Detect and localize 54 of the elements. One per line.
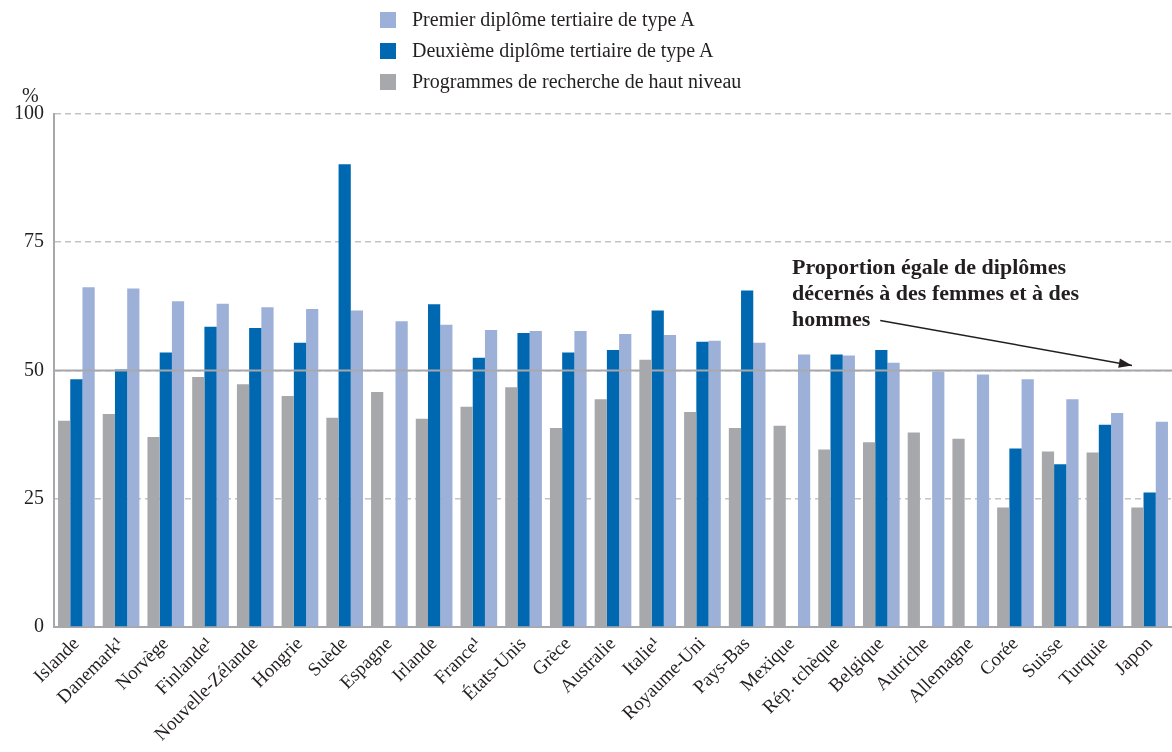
- y-tick-label: 50: [24, 357, 44, 380]
- bar: [1054, 464, 1067, 627]
- bar: [114, 369, 128, 627]
- bar: [204, 326, 217, 627]
- bar: [830, 354, 843, 627]
- bar: [484, 329, 498, 627]
- bar: [574, 330, 587, 627]
- bar: [887, 362, 900, 627]
- y-tick-label: 75: [24, 229, 44, 252]
- bar: [529, 330, 542, 627]
- bar: [70, 379, 83, 627]
- legend-label: Programmes de recherche de haut niveau: [412, 70, 742, 93]
- bar: [606, 349, 620, 627]
- bar: [842, 355, 855, 627]
- bar: [428, 304, 441, 627]
- bar: [741, 290, 754, 627]
- bar: [797, 354, 811, 627]
- bar: [1098, 424, 1112, 627]
- bar: [1066, 399, 1079, 627]
- bar: [293, 342, 307, 627]
- bar: [517, 333, 530, 627]
- bar: [562, 352, 575, 627]
- y-tick-label: 0: [34, 614, 44, 637]
- y-tick-label: 25: [24, 485, 44, 508]
- bar: [1021, 379, 1034, 627]
- bar: [875, 349, 888, 627]
- bar: [306, 308, 319, 627]
- bar: [708, 340, 721, 627]
- bar: [127, 288, 140, 627]
- bar: [1009, 448, 1022, 627]
- bar: [159, 352, 172, 627]
- bar: [651, 310, 664, 627]
- legend-label: Premier diplôme tertiaire de type A: [412, 8, 695, 31]
- bar: [976, 374, 990, 627]
- bar: [753, 342, 766, 627]
- bar: [171, 301, 185, 627]
- bar: [261, 307, 274, 627]
- bar: [1111, 413, 1124, 627]
- bar: [663, 335, 677, 627]
- bar: [472, 357, 485, 627]
- bar: [440, 324, 453, 627]
- bar: [619, 334, 632, 627]
- bar: [932, 371, 945, 627]
- bar: [82, 287, 95, 627]
- bar: [350, 310, 364, 627]
- bar: [1155, 421, 1168, 627]
- bar: [1143, 492, 1156, 627]
- bar: [395, 321, 408, 627]
- bar: [338, 164, 351, 627]
- bar: [696, 341, 709, 627]
- ref-line-label: Proportion égale de diplômes décernés à des femmes et à des hommes: [792, 254, 1080, 332]
- legend-label: Deuxième diplôme tertiaire de type A: [412, 39, 714, 62]
- bar: [216, 303, 229, 627]
- bar: [249, 327, 262, 627]
